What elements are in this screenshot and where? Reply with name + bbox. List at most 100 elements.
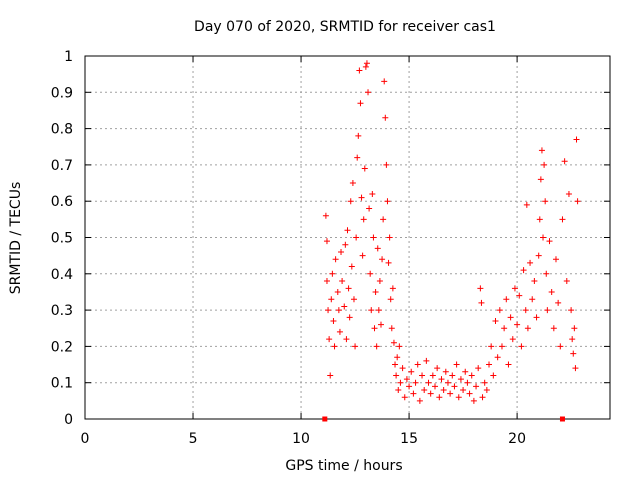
data-point: [390, 339, 397, 346]
data-point: [542, 198, 549, 205]
data-point: [477, 285, 484, 292]
data-point: [518, 343, 525, 350]
data-point: [501, 325, 508, 332]
data-point: [382, 114, 389, 121]
data-point: [387, 296, 394, 303]
data-point: [341, 303, 348, 310]
y-tick-label: 0.9: [51, 85, 73, 101]
data-point: [334, 288, 341, 295]
data-point: [327, 372, 334, 379]
data-point: [347, 198, 354, 205]
data-point: [531, 278, 538, 285]
data-point: [544, 307, 551, 314]
data-point: [350, 296, 357, 303]
data-point: [507, 314, 514, 321]
data-point: [380, 216, 387, 223]
data-point: [396, 343, 403, 350]
grid-lines: [85, 56, 610, 419]
data-point: [529, 296, 536, 303]
data-point: [561, 158, 568, 165]
data-point: [332, 256, 339, 263]
data-point: [370, 234, 377, 241]
data-point: [368, 307, 375, 314]
data-point: [373, 343, 380, 350]
data-point: [511, 285, 518, 292]
data-point: [339, 278, 346, 285]
data-point: [330, 317, 337, 324]
data-point: [412, 379, 419, 386]
data-point: [440, 386, 447, 393]
data-point: [358, 194, 365, 201]
data-point: [423, 357, 430, 364]
data-point: [410, 390, 417, 397]
data-point: [344, 227, 351, 234]
data-point: [386, 234, 393, 241]
data-point: [345, 285, 352, 292]
x-tick-label: 10: [292, 431, 310, 447]
data-point: [328, 296, 335, 303]
data-point: [524, 325, 531, 332]
data-point: [367, 270, 374, 277]
data-point: [414, 361, 421, 368]
data-point: [563, 278, 570, 285]
data-point: [572, 365, 579, 372]
data-point: [383, 161, 390, 168]
data-point: [453, 361, 460, 368]
data-point: [388, 325, 395, 332]
data-point: [455, 394, 462, 401]
data-point: [498, 343, 505, 350]
data-point: [574, 198, 581, 205]
data-point: [565, 190, 572, 197]
data-point: [429, 372, 436, 379]
data-point: [559, 216, 566, 223]
data-point: [343, 336, 350, 343]
data-point: [541, 161, 548, 168]
data-point: [399, 365, 406, 372]
data-point: [381, 78, 388, 85]
data-point: [509, 336, 516, 343]
data-point: [573, 136, 580, 143]
data-point: [323, 238, 330, 245]
x-tick-label: 0: [81, 431, 90, 447]
data-point: [505, 361, 512, 368]
data-point: [338, 249, 345, 256]
data-point: [537, 176, 544, 183]
data-point: [372, 288, 379, 295]
y-axis-label: SRMTID / TECUs: [8, 182, 24, 295]
data-point: [366, 205, 373, 212]
data-point: [496, 307, 503, 314]
data-point: [389, 285, 396, 292]
data-point: [503, 296, 510, 303]
data-point: [377, 321, 384, 328]
data-point: [447, 390, 454, 397]
data-point: [356, 67, 363, 74]
data-point: [555, 299, 562, 306]
data-point: [462, 368, 469, 375]
y-tick-label: 0.3: [51, 303, 73, 319]
data-point: [425, 379, 432, 386]
data-point: [323, 278, 330, 285]
data-point: [492, 317, 499, 324]
data-point: [522, 307, 529, 314]
data-point: [570, 350, 577, 357]
data-point: [548, 288, 555, 295]
data-point: [357, 100, 364, 107]
y-tick-label: 1: [64, 49, 73, 65]
y-tick-label: 0.2: [51, 339, 73, 355]
data-point: [349, 180, 356, 187]
data-point: [392, 361, 399, 368]
data-point: [395, 386, 402, 393]
data-point: [516, 292, 523, 299]
data-point: [444, 379, 451, 386]
data-point: [346, 314, 353, 321]
data-point: [375, 307, 382, 314]
data-point: [401, 394, 408, 401]
data-point: [360, 216, 367, 223]
data-point: [379, 256, 386, 263]
data-point: [331, 343, 338, 350]
data-point: [479, 394, 486, 401]
data-point: [571, 325, 578, 332]
data-point: [478, 299, 485, 306]
data-point: [342, 241, 349, 248]
data-point: [468, 372, 475, 379]
